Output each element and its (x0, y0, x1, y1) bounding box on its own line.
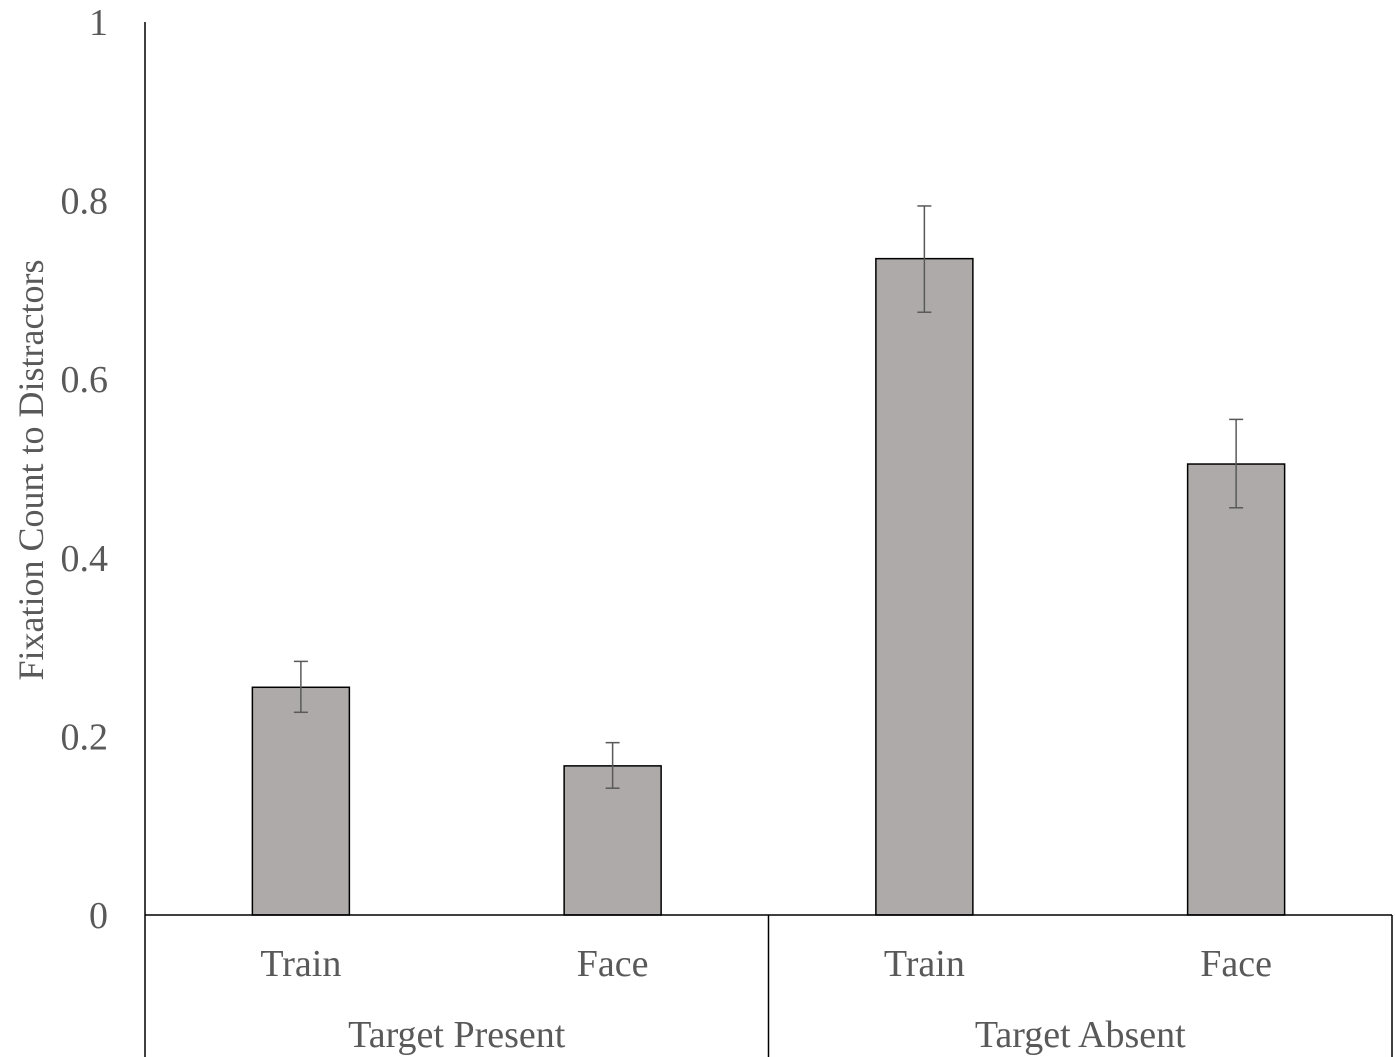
bar (1186, 463, 1286, 916)
y-tick-label: 1 (89, 2, 108, 44)
y-tick-label: 0.8 (61, 181, 109, 223)
bar (875, 257, 974, 916)
error-bars (293, 205, 1244, 789)
y-tick-labels: 0 0.2 0.4 0.6 0.8 1 (61, 2, 109, 937)
x-category-label: Face (577, 943, 649, 985)
x-category-label: Face (1200, 943, 1272, 985)
y-tick-label: 0.2 (61, 716, 109, 758)
y-axis-title: Fixation Count to Distractors (11, 260, 51, 681)
x-category-label: Train (884, 943, 965, 985)
bar (251, 686, 351, 916)
x-group-label: Target Present (348, 1014, 566, 1056)
y-tick-label: 0.4 (61, 538, 109, 580)
bar (563, 765, 662, 916)
x-category-label: Train (260, 943, 341, 985)
y-tick-label: 0 (89, 895, 108, 937)
axes (144, 22, 1393, 1057)
x-group-label: Target Absent (975, 1014, 1186, 1056)
bars (251, 257, 1286, 916)
y-tick-label: 0.6 (61, 359, 109, 401)
